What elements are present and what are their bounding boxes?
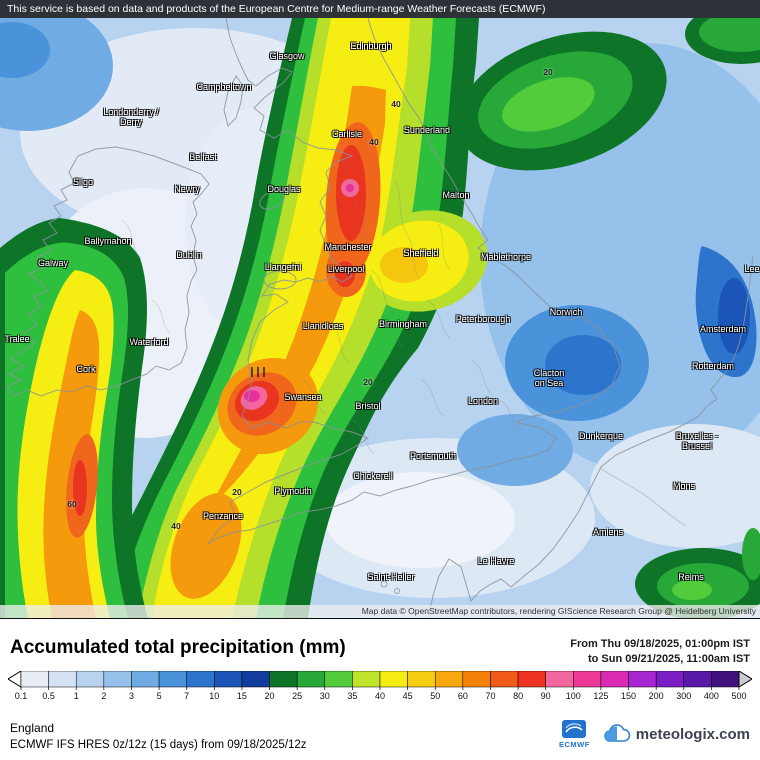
svg-text:125: 125 (593, 691, 608, 701)
svg-text:30: 30 (320, 691, 330, 701)
svg-text:400: 400 (704, 691, 719, 701)
cloud-icon (604, 723, 631, 742)
svg-text:100: 100 (566, 691, 581, 701)
station-marks (251, 367, 265, 377)
svg-text:0.5: 0.5 (42, 691, 55, 701)
legend-title: Accumulated total precipitation (mm) (10, 637, 346, 658)
period-to: to Sun 09/21/2025, 11:00am IST (587, 653, 750, 666)
ecmwf-notice-banner: This service is based on data and produc… (0, 0, 760, 18)
svg-text:3: 3 (129, 691, 134, 701)
precipitation-field (0, 18, 760, 618)
forecast-map[interactable]: Glasgow Edinburgh Campbeltown Londonderry /… (0, 18, 760, 618)
admin-boundaries (121, 157, 521, 455)
ecmwf-logo[interactable]: ECMWF (559, 719, 590, 749)
svg-text:300: 300 (676, 691, 691, 701)
svg-text:1: 1 (74, 691, 79, 701)
svg-text:150: 150 (621, 691, 636, 701)
model-info: ECMWF IFS HRES 0z/12z (15 days) from 09/… (10, 739, 307, 751)
svg-text:5: 5 (157, 691, 162, 701)
svg-text:200: 200 (649, 691, 664, 701)
svg-text:10: 10 (209, 691, 219, 701)
meteologix-label: meteologix.com (635, 725, 750, 743)
svg-text:90: 90 (541, 691, 551, 701)
coastlines (6, 18, 754, 618)
legend-panel: Accumulated total precipitation (mm) Fro… (0, 618, 760, 760)
svg-text:45: 45 (403, 691, 413, 701)
svg-text:500: 500 (731, 691, 746, 701)
svg-text:70: 70 (485, 691, 495, 701)
ecmwf-icon (562, 720, 587, 738)
svg-text:35: 35 (347, 691, 357, 701)
svg-text:20: 20 (265, 691, 275, 701)
precip-shading (0, 18, 760, 618)
color-scale: 0.1 0.5 1 2 3 5 7 10 15 20 25 30 35 40 45 50 60 70 80 90 100… (8, 671, 752, 701)
color-scale-bar: 0.1 0.5 1 2 3 5 7 10 15 20 25 30 35 40 45 50 60 70 80 90 100… (8, 671, 752, 701)
forecast-period: From Thu 09/18/2025, 01:00pm IST to Sun … (570, 637, 750, 668)
map-attribution: Map data © OpenStreetMap contributors, r… (0, 605, 760, 618)
svg-text:50: 50 (430, 691, 440, 701)
meteologix-logo[interactable]: meteologix.com (602, 723, 750, 745)
region-label: England (10, 721, 55, 735)
svg-text:2: 2 (101, 691, 106, 701)
svg-text:40: 40 (375, 691, 385, 701)
svg-text:25: 25 (292, 691, 302, 701)
svg-text:0.1: 0.1 (15, 691, 28, 701)
svg-text:15: 15 (237, 691, 247, 701)
ecmwf-label: ECMWF (558, 740, 590, 749)
svg-text:80: 80 (513, 691, 523, 701)
svg-text:60: 60 (458, 691, 468, 701)
period-from: From Thu 09/18/2025, 01:00pm IST (570, 638, 750, 650)
svg-text:7: 7 (184, 691, 189, 701)
